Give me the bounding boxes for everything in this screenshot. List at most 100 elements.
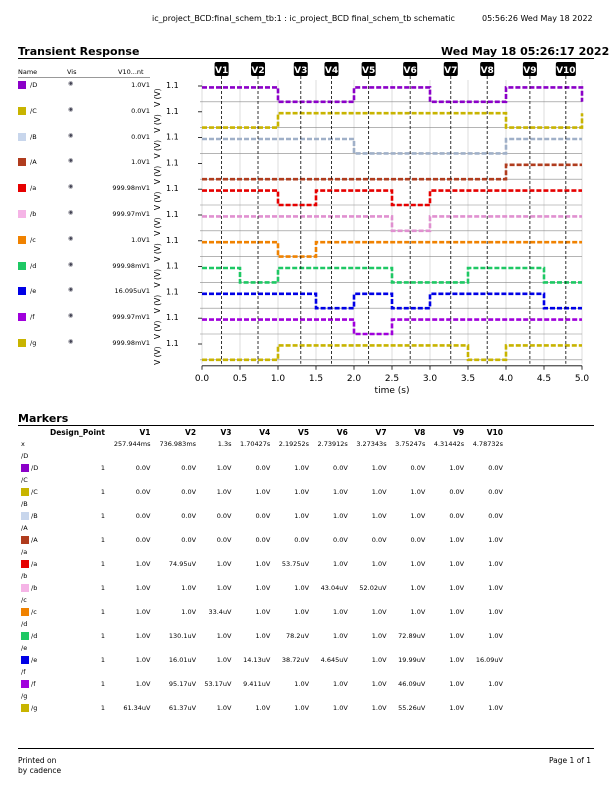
plot-date: Wed May 18 05:26:17 2022 [441,45,610,58]
table-header: V9 [453,427,465,437]
marker-value-cell: 38.72uV [281,656,310,664]
signal-name: /C [31,488,38,496]
marker-label: V1 [215,66,228,76]
y-tick-label: 1.1 [166,236,179,245]
legend-signal-name: /C [30,106,37,115]
legend-row[interactable]: /B ◉ 0.0V1 [18,132,150,144]
footer-by: by cadence [18,766,62,775]
marker-flag [555,62,576,76]
design-point-cell: 1 [100,536,105,544]
legend-signal-value: 999.97mV1 [112,210,150,218]
visibility-eye-icon[interactable]: ◉ [68,105,74,113]
marker-value-cell: 0.0V [135,488,151,496]
color-swatch [18,235,26,244]
legend-signal-name: /e [30,287,37,296]
marker-value-cell: 0.0V [181,464,197,472]
legend-row[interactable]: /D ◉ 1.0V1 [18,80,150,92]
marker-value-cell: 1.0V [488,632,503,640]
legend-col-value: V10...nt [118,68,144,76]
marker-value-cell: 1.0V [371,704,387,712]
table-row: /c 1 1.0V 1.0V 33.4uV 1.0V 1.0V 1.0V 1.0V 1.0V 1.0… [18,606,506,618]
legend-row[interactable]: /d ◉ 999.98mV1 [18,261,150,273]
legend-row[interactable]: /f ◉ 999.97mV1 [18,312,150,324]
marker-value-cell: 1.0V [333,512,348,520]
marker-value-cell: 1.0V [294,704,310,712]
marker-value-cell: 1.0V [255,608,271,616]
design-point-cell: 1 [100,632,105,640]
legend-row[interactable]: /g ◉ 999.98mV1 [18,338,150,350]
visibility-eye-icon[interactable]: ◉ [68,286,74,294]
marker-value-cell: 0.0V [135,512,151,520]
marker-flag [443,62,458,76]
color-swatch [18,313,26,322]
legend-signal-name: /b [30,210,37,218]
color-swatch [18,81,26,89]
legend-signal-value: 0.0V1 [131,132,150,141]
color-swatch [18,287,26,296]
marker-value-cell: 43.04uV [320,584,348,592]
marker-value-cell: 0.0V [216,536,232,544]
table-row-label: /A [18,522,506,534]
design-point-cell: 1 [100,512,105,520]
marker-value-cell: 0.0V [294,536,310,544]
legend-row[interactable]: /c ◉ 1.0V1 [18,235,150,247]
marker-value-cell: 1.0V [216,584,232,592]
marker-value-cell: 1.0V [449,560,465,568]
y-tick-label: 1.1 [166,287,179,296]
visibility-eye-icon[interactable]: ◉ [68,157,74,165]
table-header: V3 [220,427,232,437]
visibility-eye-icon[interactable]: ◉ [68,131,74,139]
table-header [18,426,43,438]
legend-row[interactable]: /e ◉ 16.095uV1 [18,286,150,298]
signal-cell: /f [18,678,43,690]
marker-value-cell: 1.0V [255,584,271,592]
marker-value-cell: 1.0V [135,656,151,664]
marker-value-cell: 1.0V [488,584,503,592]
visibility-eye-icon[interactable]: ◉ [68,234,74,242]
marker-value-cell: 0.0V [181,512,197,520]
marker-value-cell: 52.02uV [359,584,387,592]
legend-signal-value: 999.98mV1 [112,339,150,347]
legend-signal-value: 1.0V1 [131,81,150,89]
markers-header-row: Design_Point V1 V2 V3 V4 V5 V6 V7 V8 V9 V10 [18,426,506,438]
legend-row[interactable]: /C ◉ 0.0V1 [18,106,150,118]
marker-flag [403,62,418,76]
color-swatch [18,261,26,270]
divider [18,425,594,426]
visibility-eye-icon[interactable]: ◉ [68,80,74,87]
y-tick-label: 1.1 [166,313,179,322]
color-swatch [21,536,29,544]
x-tick-label: 5.0 [575,374,590,384]
legend-row[interactable]: /a ◉ 999.98mV1 [18,183,150,195]
visibility-eye-icon[interactable]: ◉ [68,183,74,191]
signal-name: /f [31,680,36,688]
design-point-cell: 1 [100,584,105,592]
signal-name: /a [31,560,38,568]
marker-value-cell: 1.0V [449,656,465,664]
marker-value-cell: 1.0V [371,488,387,496]
marker-value-cell: 1.0V [135,632,151,640]
legend-signal-value: 1.0V1 [131,235,150,244]
waveform-e [202,292,582,310]
visibility-eye-icon[interactable]: ◉ [68,260,74,268]
marker-value-cell: 1.0V [216,656,232,664]
color-swatch [21,680,29,688]
signal-name: /e [21,644,28,652]
legend-row[interactable]: /A ◉ 1.0V1 [18,157,150,169]
visibility-eye-icon[interactable]: ◉ [68,209,74,216]
marker-value-cell: 0.0V [255,512,271,520]
table-header: V6 [336,427,348,437]
marker-value-cell: 0.0V [371,536,387,544]
marker-value-cell: 33.4uV [208,608,232,616]
y-tick-label: 1.1 [166,210,179,219]
marker-value-cell: 1.0V [488,704,503,712]
table-row: /a 1 1.0V 74.95uV 1.0V 1.0V 53.75uV 1.0V 1.0V 1.0… [18,558,506,570]
visibility-eye-icon[interactable]: ◉ [68,338,74,345]
design-point-cell: 1 [100,656,105,664]
y-axis-label: V (V) [153,346,162,365]
marker-value-cell: 0.0V [449,488,465,496]
visibility-eye-icon[interactable]: ◉ [68,312,74,320]
legend-row[interactable]: /b ◉ 999.97mV1 [18,209,150,221]
design-point-cell: 1 [100,608,105,616]
marker-flag [480,62,495,76]
